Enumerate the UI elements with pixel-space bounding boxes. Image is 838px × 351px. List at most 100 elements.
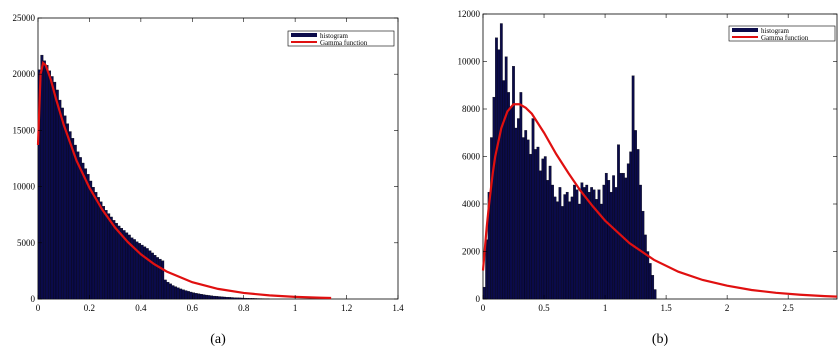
histogram-bar [58, 99, 62, 300]
histogram-bar [531, 118, 535, 300]
histogram-bar [256, 298, 260, 300]
histogram-bar [617, 144, 620, 300]
histogram-bar [643, 234, 647, 300]
histogram-bar [497, 49, 501, 300]
x-tick-label: 1.5 [660, 303, 672, 313]
histogram-bar [502, 80, 506, 300]
histogram-bar [176, 287, 180, 300]
legend-label-histogram: histogram [320, 32, 349, 40]
histogram-bar [529, 153, 532, 300]
histogram-bar [651, 275, 655, 300]
histogram-bar [492, 96, 496, 300]
legend-b: histogram Gamma function [728, 25, 836, 42]
histogram-bar [199, 294, 203, 300]
histogram-bar [639, 184, 642, 300]
histogram-bar [122, 230, 126, 300]
legend-a: histogram Gamma function [287, 30, 395, 47]
histogram-bar [81, 162, 85, 300]
histogram-bar [233, 297, 237, 300]
histogram-bar [246, 298, 250, 300]
histogram-bar [99, 201, 103, 300]
x-tick-label: 2.5 [783, 303, 795, 313]
histogram-bar [230, 297, 234, 300]
histogram-bar [553, 196, 557, 300]
x-tick-label: 1 [293, 303, 298, 313]
histogram-bar [66, 123, 70, 300]
histogram-bar [597, 189, 601, 300]
histogram-bar [240, 297, 244, 300]
y-tick-label: 15000 [13, 125, 36, 135]
histogram-bar [536, 146, 540, 300]
histogram-bar [570, 196, 574, 300]
histogram-bar [543, 156, 547, 300]
histogram-bar [499, 23, 503, 300]
histogram-bar [604, 172, 608, 300]
y-tick-label: 0 [476, 294, 481, 304]
histogram-bar [587, 191, 591, 300]
histogram-bar [539, 170, 542, 300]
histogram-bar [634, 130, 637, 300]
histogram-bar [117, 225, 121, 300]
histogram-bar [563, 194, 567, 300]
histogram-bar [168, 283, 172, 300]
histogram-bar [179, 288, 183, 300]
histogram-bar [248, 298, 252, 300]
histogram-bar [238, 297, 242, 300]
histogram-bar [114, 222, 118, 300]
histogram-bar [526, 139, 530, 300]
histogram-bar [96, 197, 100, 300]
axis-ticks-a: 0 0.2 0.4 0.6 0.8 1 1.2 1.4 0 5000 10000 15000 20000… [13, 13, 405, 313]
legend-label-gamma: Gamma function [320, 39, 368, 47]
histogram-bar [629, 151, 633, 300]
histogram-bar [602, 184, 606, 300]
subplot-caption-a: (a) [210, 332, 226, 347]
gamma-curve-b [481, 103, 838, 298]
axis-ticks-b: 0 0.5 1 1.5 2 2.5 0 2000 4000 6000 8000 10000 12000 [458, 9, 837, 313]
histogram-bar [580, 182, 584, 300]
histogram-bar [104, 210, 108, 300]
histogram-bar [641, 210, 645, 300]
histogram-bar [546, 180, 550, 300]
histogram-bars-b [482, 23, 657, 300]
histogram-bar [495, 37, 498, 300]
histogram-bar [514, 127, 518, 300]
histogram-bar [174, 286, 178, 300]
histogram-bar [517, 118, 520, 300]
legend-swatch-histogram [291, 33, 317, 37]
y-tick-label: 10000 [458, 57, 481, 67]
subplot-a: 0 0.2 0.4 0.6 0.8 1 1.2 1.4 0 5000 10000 15000 20000… [13, 13, 405, 347]
histogram-bar [166, 281, 170, 300]
histogram-bar [86, 174, 90, 300]
histogram-bar [148, 250, 152, 300]
x-tick-label: 0 [36, 303, 41, 313]
histogram-bar [109, 216, 113, 300]
x-tick-label: 0.2 [84, 303, 95, 313]
histogram-bar [585, 184, 589, 300]
y-tick-label: 4000 [462, 199, 481, 209]
histogram-bar [541, 158, 545, 300]
histogram-bar [524, 130, 528, 300]
histogram-bar [48, 70, 52, 300]
histogram-bar [112, 220, 116, 300]
histogram-bar [565, 191, 569, 300]
histogram-bar [120, 228, 124, 300]
x-tick-label: 1.2 [341, 303, 352, 313]
histogram-bar [578, 203, 581, 300]
legend-label-gamma: Gamma function [761, 34, 809, 42]
histogram-bar [560, 206, 564, 300]
y-tick-label: 0 [31, 294, 36, 304]
histogram-bar [171, 285, 175, 300]
histogram-bar [91, 187, 95, 300]
histogram-bar [220, 296, 224, 300]
x-tick-label: 0.4 [135, 303, 147, 313]
histogram-bar [568, 201, 572, 300]
histogram-bar [63, 115, 67, 300]
subplot-caption-b: (b) [652, 332, 669, 347]
histogram-bar [575, 189, 579, 300]
histogram-bar [163, 279, 167, 300]
histogram-bar [76, 151, 80, 300]
histogram-bar [197, 293, 201, 300]
x-tick-label: 0.6 [187, 303, 199, 313]
histogram-bar [161, 260, 165, 300]
y-tick-label: 25000 [13, 13, 36, 23]
